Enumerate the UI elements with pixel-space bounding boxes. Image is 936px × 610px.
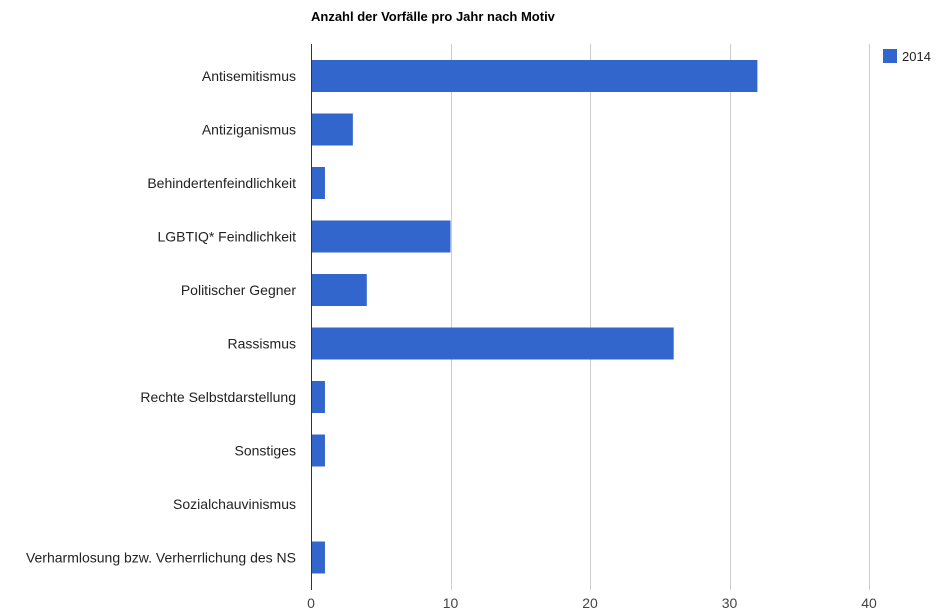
category-label-antiziganismus: Antiziganismus (202, 122, 296, 138)
x-tick-labels: 0 10 20 30 40 (307, 595, 877, 610)
x-tick-label-0: 0 (307, 595, 315, 610)
x-tick-label-40: 40 (861, 595, 877, 610)
category-label-rassismus: Rassismus (228, 336, 296, 352)
legend: 2014 (883, 49, 931, 64)
category-labels: Antisemitismus Antiziganismus Behindertenf… (26, 68, 296, 566)
bar-lgbtiq-feindlichkeit (311, 220, 451, 253)
bars (311, 60, 758, 574)
category-label-verharmlosung-bzw-verherrlichung-des-ns: Verharmlosung bzw. Verherrlichung des NS (26, 550, 296, 566)
bar-verharmlosung-bzw-verherrlichung-des-ns (311, 541, 325, 574)
category-label-behindertenfeindlichkeit: Behindertenfeindlichkeit (147, 175, 296, 191)
bar-rassismus (311, 327, 674, 360)
x-tick-label-10: 10 (443, 595, 459, 610)
bar-antiziganismus (311, 113, 353, 146)
category-label-antisemitismus: Antisemitismus (202, 68, 296, 84)
x-tick-label-20: 20 (582, 595, 598, 610)
gridlines (451, 44, 870, 590)
legend-label-2014: 2014 (902, 49, 931, 64)
category-label-sozialchauvinismus: Sozialchauvinismus (173, 496, 296, 512)
category-label-politischer-gegner: Politischer Gegner (181, 282, 297, 298)
category-label-rechte-selbstdarstellung: Rechte Selbstdarstellung (140, 389, 296, 405)
legend-swatch (883, 49, 897, 63)
x-tick-label-30: 30 (722, 595, 738, 610)
bar-sonstiges (311, 434, 325, 467)
bar-rechte-selbstdarstellung (311, 381, 325, 413)
category-label-lgbtiq-feindlichkeit: LGBTIQ* Feindlichkeit (158, 229, 297, 245)
bar-behindertenfeindlichkeit (311, 167, 325, 199)
category-label-sonstiges: Sonstiges (235, 443, 296, 459)
bar-antisemitismus (311, 60, 758, 92)
bar-politischer-gegner (311, 274, 367, 306)
chart-title: Anzahl der Vorfälle pro Jahr nach Motiv (311, 9, 556, 24)
